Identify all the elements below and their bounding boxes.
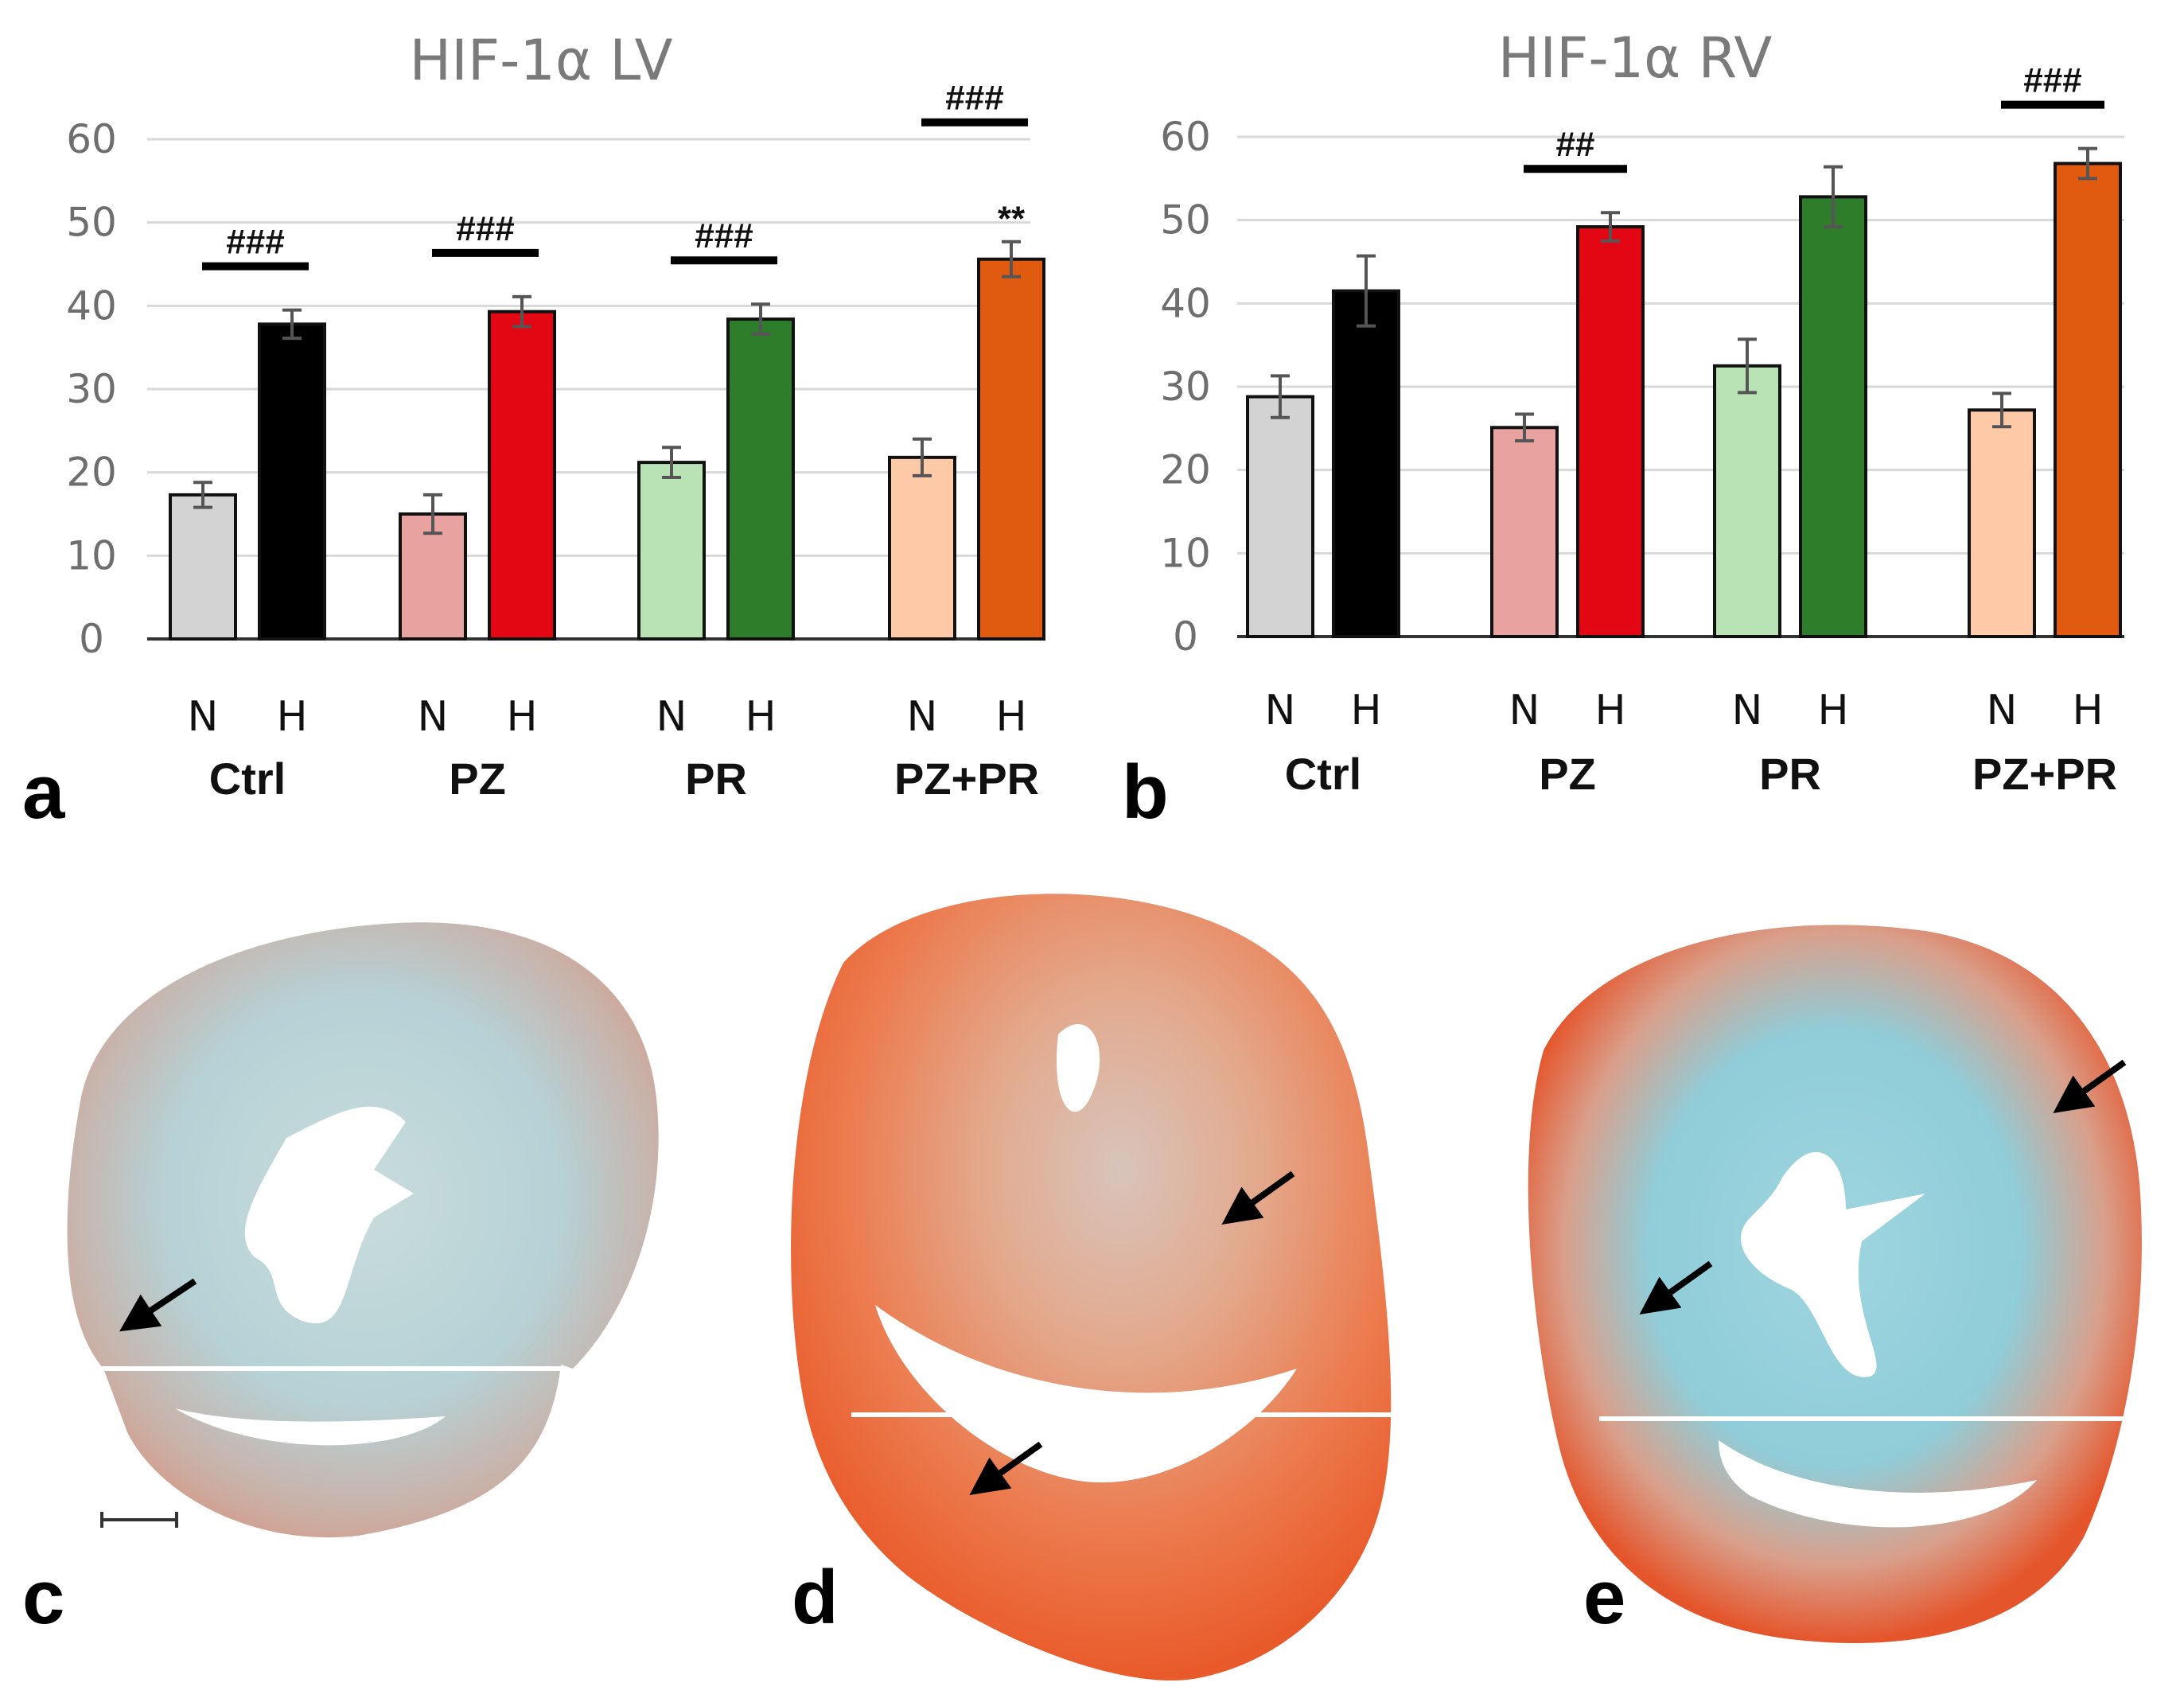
bar-label: N xyxy=(1732,687,1763,734)
panel-label-c: c xyxy=(22,1555,64,1640)
bar-pz-h xyxy=(1576,225,1645,639)
chart-a-title: HIF-1α LV xyxy=(410,28,673,93)
significance-label: ### xyxy=(456,209,514,248)
group-label: Ctrl xyxy=(1285,749,1361,799)
bar-pz-h xyxy=(488,310,556,641)
bar-ctrl-n xyxy=(169,493,237,641)
star-annotation: ** xyxy=(998,200,1026,239)
bar-label: H xyxy=(995,693,1026,741)
group-label: PZ+PR xyxy=(1972,749,2117,799)
bar-pz-n xyxy=(1490,426,1559,639)
y-tick-label: 20 xyxy=(1160,447,1211,493)
bar-label: H xyxy=(2072,687,2103,734)
significance-label: ### xyxy=(226,223,284,262)
histology-image-d: d xyxy=(791,894,1392,1681)
bar-pz-n xyxy=(399,512,467,641)
bar-label: H xyxy=(745,693,776,741)
panel-label-e: e xyxy=(1583,1555,1625,1640)
bar-pz-pr-n xyxy=(1968,408,2036,638)
y-tick-label: 40 xyxy=(66,282,117,329)
group-label: PR xyxy=(685,754,747,804)
chart-a-hif1a-lv: HIF-1α LV 0 10 20 30 40 50 60 ### ### ### ### ** N… xyxy=(22,28,1045,835)
bar-label: N xyxy=(188,693,219,741)
bar-pr-h xyxy=(726,317,795,641)
bar-pz-pr-h xyxy=(2054,162,2122,638)
significance-label: ### xyxy=(2023,61,2081,100)
significance-label: ### xyxy=(945,79,1003,118)
y-tick-label: 10 xyxy=(1160,530,1211,576)
chart-a-significance: ### ### ### ### ** xyxy=(202,79,1028,271)
bar-pr-h xyxy=(1799,195,1867,639)
y-tick-label: 30 xyxy=(66,366,117,412)
bar-pr-n xyxy=(637,461,706,641)
significance-label: ### xyxy=(695,216,753,255)
bar-label: N xyxy=(418,693,449,741)
y-tick-label: 50 xyxy=(1160,197,1211,243)
bar-label: N xyxy=(1509,687,1540,734)
group-label: PZ+PR xyxy=(894,754,1039,804)
y-tick-label: 20 xyxy=(66,450,117,496)
bar-label: H xyxy=(506,693,537,741)
group-label: Ctrl xyxy=(209,754,286,804)
chart-a-y-ticks: 0 10 20 30 40 50 60 xyxy=(66,116,117,662)
bar-ctrl-h xyxy=(258,322,326,641)
y-tick-label: 60 xyxy=(66,116,117,162)
group-label: PR xyxy=(1759,749,1821,799)
bar-label: N xyxy=(1265,687,1296,734)
y-tick-label: 0 xyxy=(79,616,104,662)
bar-pz-pr-n xyxy=(888,455,956,641)
y-tick-label: 30 xyxy=(1160,364,1211,410)
chart-b-error-bars xyxy=(1271,146,2097,443)
panel-label-a: a xyxy=(22,750,65,835)
histology-image-e: e xyxy=(1528,925,2142,1643)
chart-b-title: HIF-1α RV xyxy=(1498,25,1773,91)
y-tick-label: 50 xyxy=(66,200,117,246)
y-tick-label: 0 xyxy=(1173,613,1198,660)
significance-label: ## xyxy=(1556,125,1595,164)
bar-pz-pr-h xyxy=(977,257,1045,641)
bar-label: H xyxy=(1594,687,1625,734)
chart-b-significance: ##### xyxy=(1524,61,2104,173)
y-tick-label: 40 xyxy=(1160,280,1211,326)
bar-label: N xyxy=(907,693,938,741)
histology-image-c: c xyxy=(22,922,659,1640)
y-tick-label: 60 xyxy=(1160,114,1211,160)
bar-ctrl-h xyxy=(1332,289,1400,638)
panel-label-d: d xyxy=(792,1555,839,1640)
panel-label-b: b xyxy=(1122,750,1169,835)
bar-label: H xyxy=(1350,687,1381,734)
group-label: PZ xyxy=(1539,749,1596,799)
bar-label: H xyxy=(1817,687,1848,734)
bar-ctrl-n xyxy=(1246,395,1314,638)
chart-a-bars xyxy=(169,257,1045,641)
bar-pr-n xyxy=(1713,364,1781,638)
chart-b-x-labels: N H Ctrl N H PZ N H PR N H PZ+PR xyxy=(1265,687,2117,799)
bar-label: H xyxy=(276,693,307,741)
chart-a-error-bars xyxy=(193,240,1021,536)
y-tick-label: 10 xyxy=(66,532,117,578)
chart-b-y-ticks: 0 10 20 30 40 50 60 xyxy=(1160,114,1211,660)
bar-label: N xyxy=(1987,687,2018,734)
chart-b-bars xyxy=(1246,162,2122,639)
bar-label: N xyxy=(656,693,687,741)
group-label: PZ xyxy=(449,754,506,804)
